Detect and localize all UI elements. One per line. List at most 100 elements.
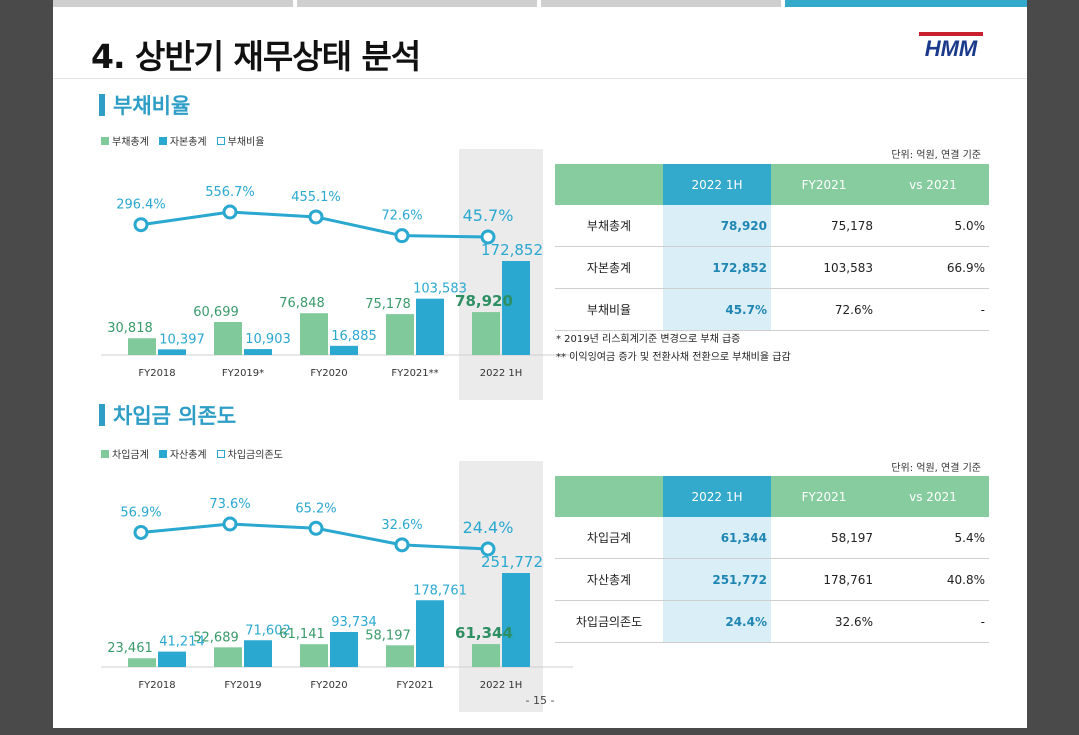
highlight-column xyxy=(459,149,543,400)
section-title-debt: 부채비율 xyxy=(99,90,190,120)
table-header xyxy=(555,164,663,205)
row-label: 부채비율 xyxy=(555,288,663,331)
table-header: vs 2021 xyxy=(877,476,989,517)
page-title: 4. 상반기 재무상태 분석 xyxy=(91,37,421,76)
x-tick-label: 2022 1H xyxy=(480,680,523,691)
legend-swatch xyxy=(101,136,109,145)
cell-fy2021: 178,761 xyxy=(771,558,877,601)
borrow-table: 2022 1H FY2021 vs 2021 차입금계 61,344 58,19… xyxy=(555,476,989,643)
cell-vs-2021: - xyxy=(877,600,989,643)
bar-자산총계 xyxy=(330,632,358,667)
legend-label: 부채비율 xyxy=(227,137,265,148)
row-label: 차입금계 xyxy=(555,517,663,559)
footnote: ** 이익잉여금 증가 및 전환사채 전환으로 부채비율 급감 xyxy=(556,352,791,363)
legend-item: 차입금의존도 xyxy=(216,446,283,461)
highlight-column xyxy=(459,461,543,712)
bar-자본총계 xyxy=(502,261,530,355)
table-row: 차입금의존도 24.4% 32.6% - xyxy=(555,600,989,643)
line-point xyxy=(394,228,410,244)
line-label: 32.6% xyxy=(381,518,422,533)
data-label: 10,397 xyxy=(159,332,205,347)
row-label: 차입금의존도 xyxy=(555,600,663,643)
data-label: 178,761 xyxy=(413,583,467,598)
legend-swatch xyxy=(216,136,225,145)
bar-자산총계 xyxy=(502,573,530,667)
cell-vs-2021: 66.9% xyxy=(877,246,989,289)
legend-debt: 부채총계 자본총계 부채비율 xyxy=(101,133,264,148)
line-label: 73.6% xyxy=(209,497,250,512)
legend-item: 자본총계 xyxy=(158,133,207,148)
data-label: 10,903 xyxy=(245,332,291,347)
data-label: 71,602 xyxy=(245,623,291,638)
x-tick-label: FY2019 xyxy=(224,680,261,691)
table-header: 2022 1H xyxy=(663,476,771,517)
bar-자산총계 xyxy=(244,640,272,667)
data-label: 16,885 xyxy=(331,329,377,344)
x-tick-label: 2022 1H xyxy=(480,368,523,379)
bar-부채총계 xyxy=(386,314,414,355)
title-divider xyxy=(53,78,1027,79)
cell-2022-1h: 251,772 xyxy=(663,558,771,601)
line-point xyxy=(480,229,496,245)
footnotes: * 2019년 리스회계기준 변경으로 부채 급증 ** 이익잉여금 증가 및 … xyxy=(556,331,791,367)
x-tick-label: FY2018 xyxy=(138,368,175,379)
legend-item: 자산총계 xyxy=(158,446,207,461)
line-label: 45.7% xyxy=(463,206,514,225)
bar-자본총계 xyxy=(330,345,358,355)
bar-자본총계 xyxy=(158,349,186,355)
cell-vs-2021: 5.0% xyxy=(877,205,989,247)
footnote: * 2019년 리스회계기준 변경으로 부채 급증 xyxy=(556,334,741,345)
x-tick-label: FY2020 xyxy=(310,368,347,379)
legend-item: 차입금계 xyxy=(101,446,149,461)
cell-vs-2021: 5.4% xyxy=(877,517,989,559)
data-label: 52,689 xyxy=(193,630,239,645)
bar-부채총계 xyxy=(214,321,242,355)
data-label: 103,583 xyxy=(413,282,467,297)
row-label: 자본총계 xyxy=(555,246,663,289)
line-label: 72.6% xyxy=(381,209,422,224)
bar-차입금계 xyxy=(214,647,242,667)
legend-swatch xyxy=(158,136,167,145)
data-label: 30,818 xyxy=(107,321,153,336)
cell-2022-1h: 45.7% xyxy=(663,288,771,331)
bar-차입금계 xyxy=(300,644,328,667)
top-tab-3[interactable] xyxy=(541,0,781,7)
x-tick-label: FY2020 xyxy=(310,680,347,691)
line-point xyxy=(308,209,324,225)
legend-item: 부채비율 xyxy=(216,133,265,148)
chart-svg: 23,461 41,214 FY2018 52,689 71,602 FY2019 61,1… xyxy=(101,461,573,712)
top-tab-4[interactable] xyxy=(785,0,1027,7)
unit-label: 단위: 억원, 연결 기준 xyxy=(891,150,981,161)
row-label: 자산총계 xyxy=(555,558,663,601)
chart-borrowing-dependency: 23,461 41,214 FY2018 52,689 71,602 FY2019 61,1… xyxy=(101,457,581,712)
data-label: 251,772 xyxy=(481,553,543,571)
table-header: vs 2021 xyxy=(877,164,989,205)
bar-부채총계 xyxy=(472,312,500,355)
data-label: 93,734 xyxy=(331,615,377,630)
bar-차입금계 xyxy=(472,644,500,667)
bar-부채총계 xyxy=(128,338,156,355)
legend-swatch xyxy=(101,449,109,458)
data-label: 23,461 xyxy=(107,641,153,656)
x-tick-label: FY2019* xyxy=(222,368,264,379)
page-number: - 15 - xyxy=(525,694,555,707)
legend-borrow: 차입금계 자산총계 차입금의존도 xyxy=(101,446,283,461)
legend-label: 차입금계 xyxy=(112,450,149,461)
table-row: 차입금계 61,344 58,197 5.4% xyxy=(555,517,989,559)
top-tab-1[interactable] xyxy=(53,0,293,7)
unit-label: 단위: 억원, 연결 기준 xyxy=(891,463,981,474)
line-label: 56.9% xyxy=(120,505,161,520)
section-title-borrow: 차입금 의존도 xyxy=(99,400,236,430)
table-row: 부채총계 78,920 75,178 5.0% xyxy=(555,205,989,247)
cell-fy2021: 32.6% xyxy=(771,600,877,643)
data-label: 58,197 xyxy=(365,628,411,643)
line-point xyxy=(133,217,149,233)
data-label: 172,852 xyxy=(481,241,543,259)
bar-자산총계 xyxy=(158,651,186,667)
bar-차입금계 xyxy=(128,658,156,667)
cell-vs-2021: - xyxy=(877,288,989,331)
top-tab-2[interactable] xyxy=(297,0,537,7)
bar-차입금계 xyxy=(386,645,414,667)
table-header: FY2021 xyxy=(771,164,877,205)
cell-fy2021: 58,197 xyxy=(771,517,877,559)
